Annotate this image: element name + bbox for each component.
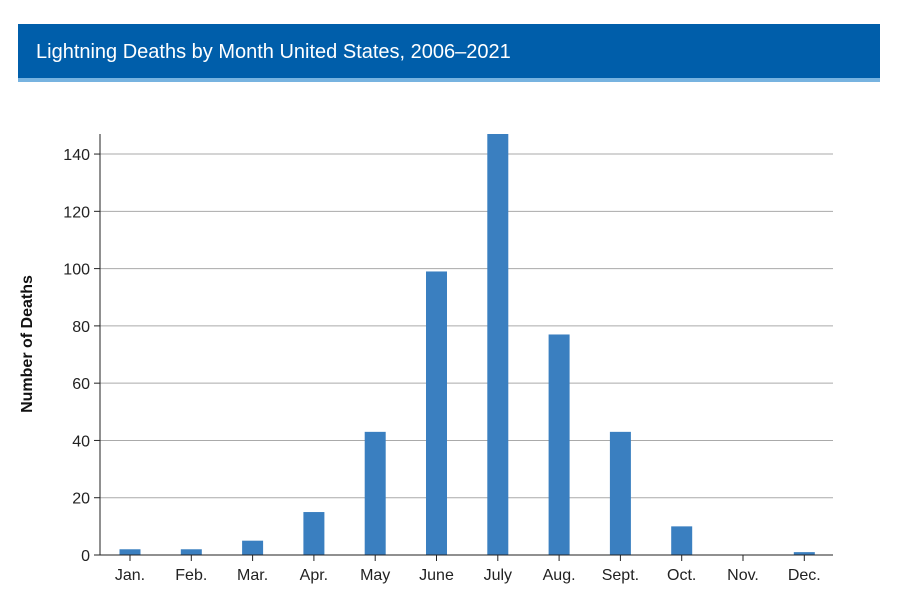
x-tick-label-apr: Apr. [300,567,328,584]
x-tick-label-sept: Sept. [602,567,639,584]
x-tick-label-july: July [484,567,512,584]
x-tick-label-mar: Mar. [237,567,268,584]
y-tick-label-140: 140 [63,147,90,164]
x-tick-label-nov: Nov. [727,567,759,584]
y-tick-labels: 0 20 40 60 80 100 120 140 [63,147,90,565]
chart-header: Lightning Deaths by Month United States,… [18,24,880,82]
bar-oct [671,526,693,555]
bar-dec [793,552,815,555]
bar-may [364,431,386,555]
bar-aug [548,334,570,555]
y-tick-label-120: 120 [63,204,90,221]
y-axis-label: Number of Deaths [19,275,36,413]
y-tick-label-60: 60 [72,376,90,393]
y-tick-label-20: 20 [72,491,90,508]
x-tick-label-may: May [360,567,390,584]
chart-title: Lightning Deaths by Month United States,… [36,41,511,63]
axes [94,134,833,561]
grid-lines [100,153,833,499]
bar-apr [303,512,325,555]
x-tick-labels: Jan. Feb. Mar. Apr. May June July Aug. Sept. Oct.… [115,567,821,584]
x-tick-label-feb: Feb. [175,567,207,584]
x-tick-label-june: June [419,567,454,584]
bar-sept [609,431,631,555]
y-tick-label-80: 80 [72,319,90,336]
y-tick-label-40: 40 [72,433,90,450]
x-tick-label-dec: Dec. [788,567,821,584]
bar-jan [119,549,141,555]
x-tick-label-oct: Oct. [667,567,696,584]
bar-mar [242,540,264,555]
x-tick-label-jan: Jan. [115,567,145,584]
bar-feb [180,549,202,555]
bar-july [487,134,509,555]
bar-june [426,271,447,555]
y-tick-label-100: 100 [63,262,90,279]
bars [119,134,815,555]
y-tick-label-0: 0 [81,548,90,565]
x-tick-label-aug: Aug. [543,567,576,584]
